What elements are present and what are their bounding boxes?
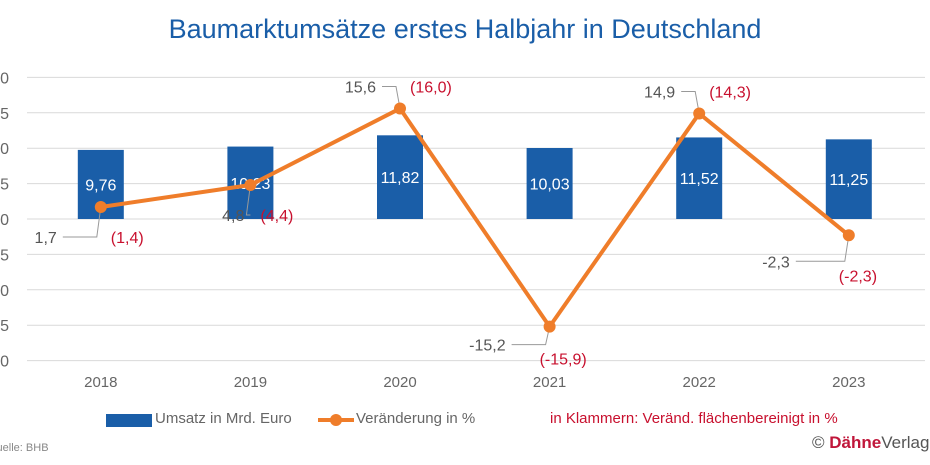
adjusted-value-label: (16,0) (410, 80, 452, 97)
line-marker (394, 102, 406, 115)
line-marker (693, 107, 706, 120)
leader-line (382, 86, 401, 109)
leader-line (795, 235, 850, 262)
x-tick-label: 2020 (383, 374, 416, 391)
line-value-label: 15,6 (345, 80, 376, 97)
adjusted-value-label: (4,4) (260, 208, 293, 225)
x-tick-label: 2019 (234, 374, 267, 391)
leader-line (245, 184, 251, 216)
line-value-label: 4,8 (222, 208, 244, 225)
line-marker (543, 320, 556, 333)
bar-label: 11,52 (680, 171, 719, 188)
adjusted-value-label: (14,3) (709, 85, 751, 102)
line-marker (94, 200, 107, 213)
copyright-symbol: © (812, 433, 825, 452)
bar-label: 11,25 (829, 172, 868, 189)
y-tick-label: -5 (0, 247, 9, 264)
y-tick-label: -20 (0, 354, 9, 371)
annotation: in Klammern: Veränd. flächenbereinigt in… (550, 410, 838, 427)
y-tick-label: -10 (0, 283, 9, 300)
y-tick-label: 0 (0, 212, 9, 229)
legend-line-label: Veränderung in % (356, 410, 476, 427)
x-tick-label: 2022 (683, 374, 716, 391)
bar (377, 135, 423, 219)
y-tick-label: 10 (0, 141, 9, 158)
adjusted-value-label: (-2,3) (839, 268, 877, 285)
x-tick-label: 2018 (84, 374, 117, 391)
line-value-label: -2,3 (762, 254, 790, 271)
leader-line (511, 326, 551, 346)
line-marker (842, 229, 855, 242)
y-tick-label: 15 (0, 106, 9, 123)
line-value-label: 1,7 (35, 230, 57, 247)
line-value-label: -15,2 (469, 338, 506, 355)
line-series (100, 106, 851, 329)
leader-line (681, 91, 700, 114)
bar-label: 9,76 (85, 177, 116, 194)
leader-line (62, 206, 102, 238)
publisher-name: Verlag (881, 433, 930, 452)
adjusted-value-label: (-15,9) (540, 352, 587, 369)
y-tick-label: 20 (0, 70, 9, 87)
bar-label: 11,82 (381, 170, 420, 187)
bar (676, 137, 723, 219)
line-value-label: 14,9 (644, 85, 675, 102)
y-tick-label: -15 (0, 318, 9, 335)
bar-label: 10,03 (530, 176, 570, 193)
source-note: Quelle: BHB (0, 442, 49, 454)
line-marker (244, 179, 257, 192)
x-tick-label: 2021 (533, 374, 566, 391)
bar (526, 147, 573, 219)
legend-bar-label: Umsatz in Mrd. Euro (155, 410, 292, 427)
bar (825, 139, 872, 219)
y-tick-label: 5 (0, 177, 9, 194)
chart-title: Baumarktumsätze erstes Halbjahr in Deuts… (168, 14, 762, 44)
adjusted-value-label: (1,4) (111, 230, 144, 247)
x-tick-label: 2023 (832, 374, 865, 391)
copyright: © DähneVerlag (812, 433, 929, 453)
publisher-brand: Dähne (829, 433, 882, 452)
